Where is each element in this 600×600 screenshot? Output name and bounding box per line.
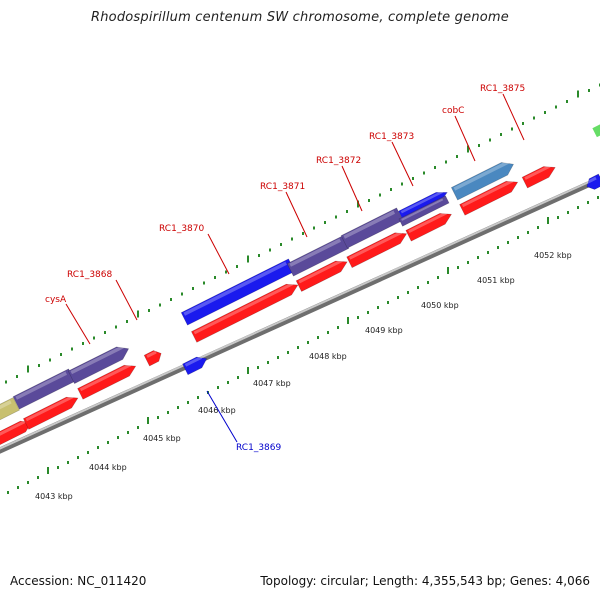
- gene-features: [0, 160, 600, 446]
- label-leader-line: [65, 303, 91, 345]
- green-feature-block: [592, 122, 600, 138]
- kbp-label: 4050 kbp: [421, 301, 459, 310]
- label-leader-line: [206, 390, 238, 443]
- gene-red: [295, 259, 348, 292]
- topology-text: Topology: circular; Length: 4,355,543 bp…: [260, 574, 590, 588]
- gene-red: [521, 164, 556, 189]
- label-leader-line: [285, 191, 308, 238]
- gene-label: cysA: [45, 295, 67, 305]
- gene-red-shine: [193, 282, 294, 335]
- label-leader-line: [207, 233, 230, 275]
- gene-red-body: [459, 180, 519, 216]
- gene-red-body: [22, 396, 79, 430]
- gene-label: cobC: [442, 106, 464, 116]
- backbone-highlight: [0, 175, 600, 450]
- gene-label: RC1_3869: [236, 443, 281, 453]
- gene-blue-shine: [586, 176, 597, 184]
- gene-red-shine: [408, 211, 447, 234]
- kbp-label: 4043 kbp: [35, 492, 73, 501]
- gene-label: RC1_3875: [480, 84, 525, 94]
- label-leader-line: [391, 141, 414, 187]
- gene-red-shine: [461, 179, 514, 208]
- gene-label: RC1_3868: [67, 270, 112, 280]
- gene-purple-thin-body: [398, 195, 450, 227]
- gene-purple-thin-shine: [401, 198, 444, 221]
- gene-blue-shine: [184, 355, 203, 367]
- gene-red: [459, 179, 519, 216]
- gene-steelblue-body: [450, 162, 514, 201]
- gene-olive: [0, 397, 20, 425]
- label-leader-line: [115, 279, 138, 321]
- gene-purple: [286, 235, 350, 277]
- gene-red-body: [77, 364, 137, 400]
- map-title: Rhodospirillum centenum SW chromosome, c…: [91, 10, 509, 25]
- gene-purple-shine: [70, 345, 124, 375]
- gene-red: [22, 395, 79, 430]
- gene-purple-body: [67, 346, 130, 384]
- gene-label: RC1_3871: [260, 182, 305, 192]
- gene-red-body: [346, 232, 408, 269]
- gene-purple-thin: [398, 195, 450, 227]
- kbp-label: 4045 kbp: [143, 434, 181, 443]
- kbp-label: 4048 kbp: [309, 352, 347, 361]
- gene-red-shine: [298, 259, 343, 284]
- label-leader-line: [454, 115, 476, 162]
- label-leader-line: [502, 93, 525, 141]
- gene-blue-body: [182, 356, 208, 376]
- gene-olive-body: [0, 397, 20, 425]
- label-layer: cysA RC1_3868 RC1_3870 RC1_3871 RC1_3872 RC1_…: [45, 84, 525, 453]
- gene-red-shine: [348, 231, 403, 260]
- kbp-label: 4046 kbp: [198, 406, 236, 415]
- gene-steelblue-shine: [453, 160, 509, 191]
- gene-label: RC1_3873: [369, 132, 414, 142]
- gene-steelblue: [450, 160, 514, 201]
- label-leader-line: [341, 165, 363, 212]
- gene-red: [346, 231, 408, 269]
- gene-olive-shine: [0, 400, 12, 416]
- gene-red-shine: [146, 350, 157, 358]
- gene-purple: [67, 345, 130, 384]
- gene-red-shine: [0, 419, 28, 438]
- gene-red-body: [191, 283, 299, 343]
- gene-label: RC1_3870: [159, 224, 204, 234]
- gene-purple-body: [286, 235, 350, 277]
- gene-red: [143, 350, 162, 367]
- gene-red-body: [295, 260, 348, 292]
- backbone-track: [0, 175, 600, 454]
- gene-purple-shine: [343, 210, 396, 239]
- outer-tick-track: [5, 83, 600, 384]
- gene-blue: [182, 355, 208, 376]
- gene-red-body: [143, 350, 162, 367]
- gene-purple-shine: [289, 238, 342, 267]
- gene-red: [191, 282, 299, 343]
- inner-tick-track: 4043 kbp 4044 kbp 4045 kbp 4046 kbp 4047 kbp…: [7, 196, 599, 501]
- kbp-label: 4051 kbp: [477, 276, 515, 285]
- kbp-label: 4052 kbp: [534, 251, 572, 260]
- kbp-label: 4044 kbp: [89, 463, 127, 472]
- gene-blue-thin-shine: [400, 190, 444, 214]
- gene-red-shine: [25, 395, 74, 422]
- kbp-label: 4047 kbp: [253, 379, 291, 388]
- gene-purple-shine: [15, 371, 68, 400]
- label-leaders: [65, 93, 525, 443]
- backbone-line: [0, 175, 600, 454]
- accession-text: Accession: NC_011420: [10, 574, 147, 588]
- gene-red-shine: [79, 363, 132, 392]
- gene-red-body: [405, 213, 452, 242]
- gene-red: [405, 211, 452, 242]
- gene-blue-long-shine: [183, 261, 287, 316]
- kbp-label: 4049 kbp: [365, 326, 403, 335]
- gene-red: [77, 363, 137, 400]
- gene-label: RC1_3872: [316, 156, 361, 166]
- gene-red-shine: [524, 164, 551, 180]
- gene-red-body: [521, 166, 556, 189]
